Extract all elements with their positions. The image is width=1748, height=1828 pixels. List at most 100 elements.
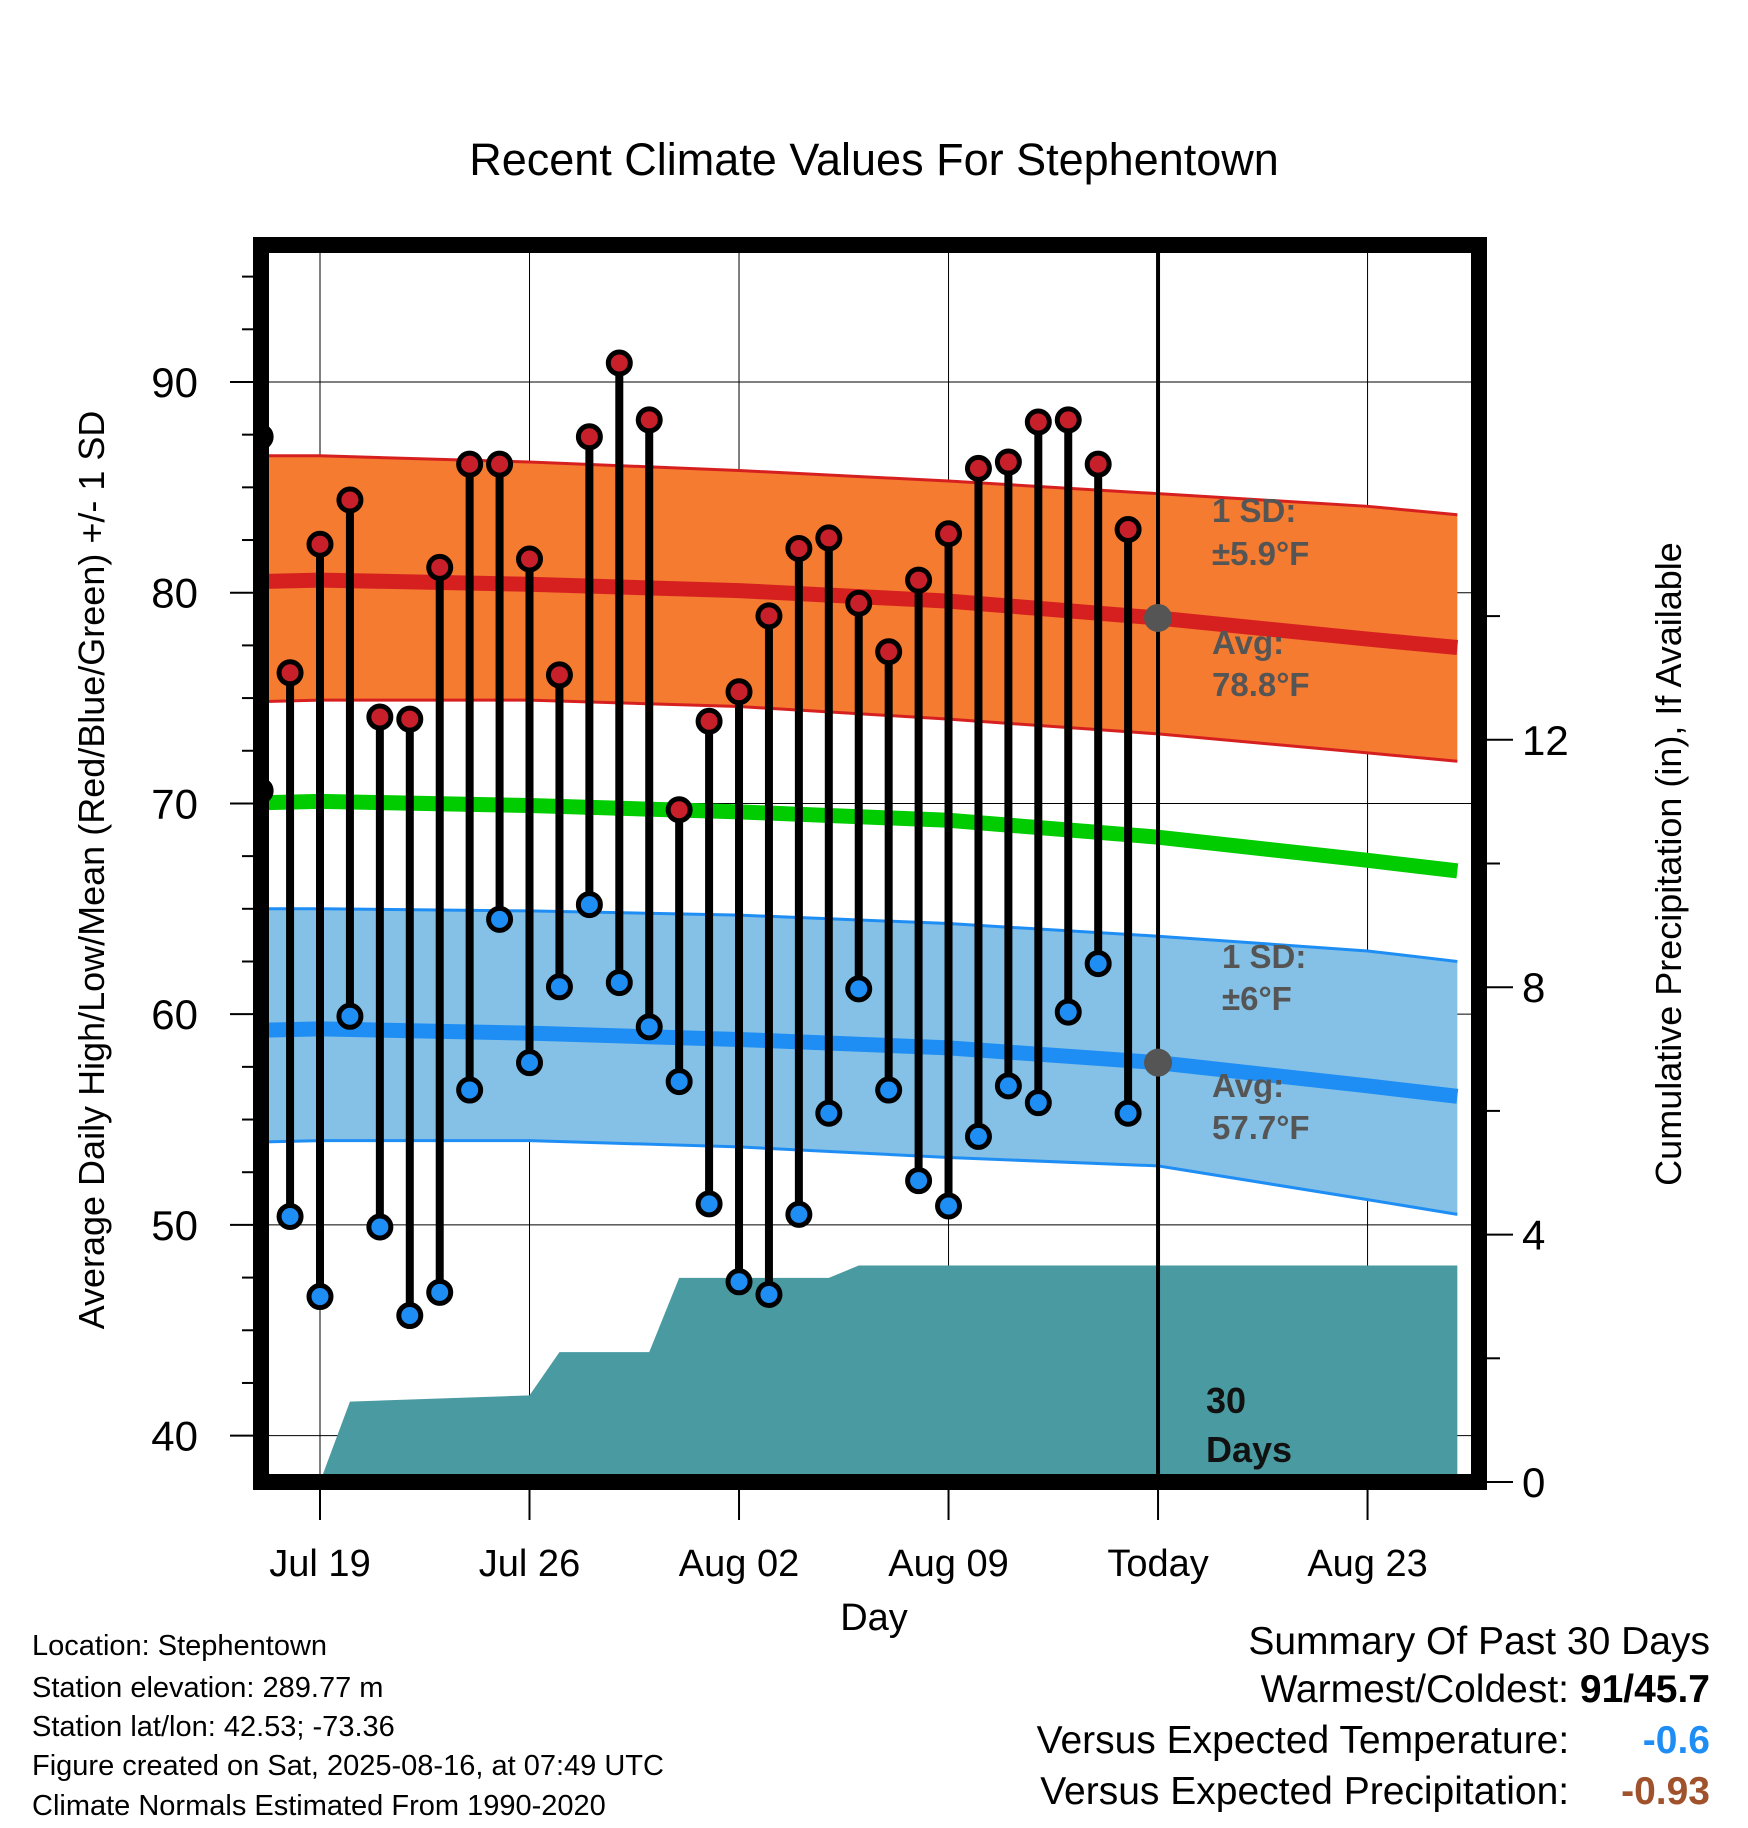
high-avg-value: 78.8°F [1212,666,1310,703]
y-tick-label: 60 [151,991,198,1038]
location-text: Location: Stephentown [32,1630,328,1662]
precip-deviation-value: -0.93 [1621,1770,1710,1813]
daily-low-marker [605,969,633,997]
low-sd-value: ±6°F [1222,980,1292,1017]
daily-low-marker [575,891,603,919]
y2-axis-label: Cumulative Precipitation (in), If Availa… [1648,542,1689,1186]
daily-low-marker [306,1283,334,1311]
today-layer [1144,245,1173,1482]
daily-high-marker [1024,408,1052,436]
summary-temp-row: Versus Expected Temperature: -0.6 [1037,1715,1710,1766]
daily-low-marker [1114,1099,1142,1127]
y-axis-label: Average Daily High/Low/Mean (Red/Blue/Gr… [71,411,112,1330]
daily-high-marker [635,406,663,434]
daily-high-marker [545,661,573,689]
plot-frame [253,237,1487,1490]
normal-lines [261,572,1459,1104]
daily-low-marker [964,1122,992,1150]
y-tick-label: 90 [151,359,198,406]
normal-low-line [261,1021,1459,1104]
daily-high-marker [396,705,424,733]
precip-layer [320,1265,1458,1482]
daily-low-marker [665,1068,693,1096]
daily-low-marker [276,1202,304,1230]
daily-high-marker [905,566,933,594]
daily-low-marker [516,1049,544,1077]
daily-high-marker [516,545,544,573]
daily-low-marker [366,1213,394,1241]
y2-tick-label: 8 [1522,964,1545,1011]
x-tick-label: Aug 23 [1307,1543,1427,1585]
daily-low-marker [1054,998,1082,1026]
daily-stems [261,363,1133,1316]
daily-low-marker [456,1076,484,1104]
daily-high-marker [725,678,753,706]
x-tick-label: Aug 09 [888,1543,1008,1585]
low-sd-band-upper-edge [261,907,1458,963]
daily-low-marker [486,905,514,933]
daily-high-marker [456,450,484,478]
warmest-label: Warmest/Coldest: [1260,1668,1570,1711]
y2-tick-label: 4 [1522,1212,1545,1259]
summary-title: Summary Of Past 30 Days [1248,1620,1710,1663]
x-axis: Jul 19 Jul 26 Aug 02 Aug 09 Today Aug 23 [269,1490,1428,1585]
daily-high-marker [486,450,514,478]
daily-low-marker [785,1200,813,1228]
days-annotation: 30 Days [1206,1380,1292,1470]
daily-low-marker [725,1268,753,1296]
daily-low-marker [875,1076,903,1104]
daily-high-marker [306,530,334,558]
daily-low-marker [994,1072,1022,1100]
y-tick-label: 40 [151,1413,198,1460]
daily-high-marker [845,589,873,617]
daily-high-marker [665,796,693,824]
normal-high-line [261,572,1459,655]
daily-high-marker [276,659,304,687]
daily-low-marker [845,975,873,1003]
normal-mean-line [261,793,1459,879]
precip-area [320,1265,1458,1482]
latlon-text: Station lat/lon: 42.53; -73.36 [32,1711,395,1743]
precip-deviation-label: Versus Expected Precipitation: [1040,1770,1570,1813]
daily-markers [261,349,1142,1330]
daily-high-marker [1114,515,1142,543]
daily-high-marker [815,524,843,552]
y-axis-left: 40 50 60 70 80 90 [151,275,253,1460]
low-avg-label: Avg: [1212,1067,1284,1104]
daily-low-marker [1024,1089,1052,1117]
normals-text: Climate Normals Estimated From 1990-2020 [32,1790,606,1822]
today-high-dot [1144,603,1173,632]
daily-high-marker [935,520,963,548]
x-tick-label: Aug 02 [679,1543,799,1585]
low-avg-value: 57.7°F [1212,1109,1310,1146]
daily-high-marker [994,448,1022,476]
high-sd-label: 1 SD: [1212,492,1296,529]
y-tick-label: 50 [151,1202,198,1249]
x-tick-label: Jul 19 [269,1543,370,1585]
daily-low-marker [755,1280,783,1308]
plot-area [261,245,1479,1482]
summary-warmest-row: Warmest/Coldest: 91/45.7 [1037,1664,1710,1715]
today-annotations: 1 SD: ±5.9°F Avg: 78.8°F 1 SD: ±6°F Avg:… [1212,492,1310,1146]
summary-precip-row: Versus Expected Precipitation: -0.93 [1037,1766,1710,1817]
daily-high-marker [575,423,603,451]
low-sd-label: 1 SD: [1222,938,1306,975]
elevation-text: Station elevation: 289.77 m [32,1672,384,1704]
daily-high-marker [426,553,454,581]
daily-low-marker [935,1192,963,1220]
y2-tick-label: 0 [1522,1459,1545,1506]
y-tick-label: 80 [151,570,198,617]
x-axis-label: Day [840,1597,908,1639]
high-sd-band-upper-edge [261,454,1458,517]
low-sd-band-lower-edge [261,1139,1458,1216]
days-word-label: Days [1206,1429,1292,1470]
created-text: Figure created on Sat, 2025-08-16, at 07… [32,1750,664,1782]
daily-high-marker [1054,406,1082,434]
daily-low-marker [815,1099,843,1127]
x-tick-label: Today [1107,1543,1208,1585]
high-avg-label: Avg: [1212,624,1284,661]
daily-high-marker [366,703,394,731]
daily-low-marker [1084,950,1112,978]
chart-title: Recent Climate Values For Stephentown [469,134,1279,185]
daily-low-marker [905,1167,933,1195]
